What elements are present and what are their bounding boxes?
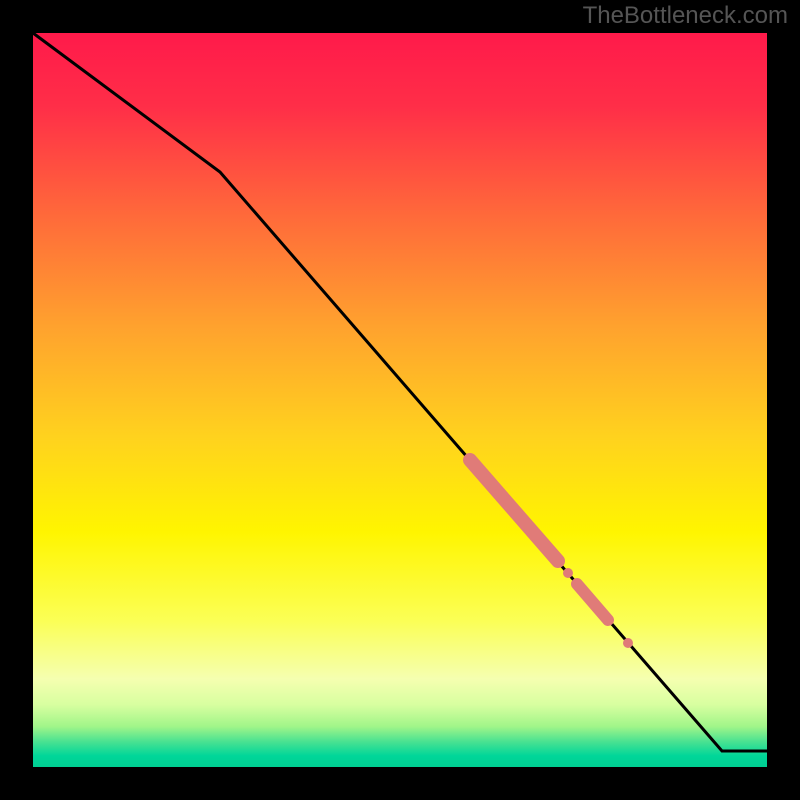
highlight-dot	[623, 638, 633, 648]
plot-background	[33, 33, 767, 767]
chart-stage: TheBottleneck.com	[0, 0, 800, 800]
highlight-dot	[563, 568, 573, 578]
watermark-text: TheBottleneck.com	[583, 2, 788, 30]
chart-svg	[0, 0, 800, 800]
